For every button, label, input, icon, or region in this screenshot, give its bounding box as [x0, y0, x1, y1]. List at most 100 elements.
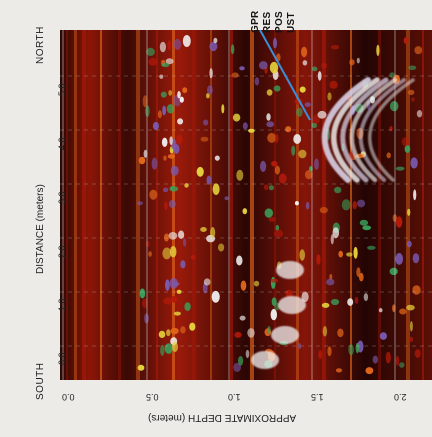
- reflection-blob: [389, 101, 399, 112]
- distance-tick: 4.0: [57, 137, 67, 150]
- reflection-blob: [365, 367, 374, 375]
- reflection-blob: [157, 110, 162, 119]
- reflection-blob: [177, 118, 184, 125]
- reflection-blob: [148, 58, 158, 66]
- reflection-blob: [317, 110, 327, 119]
- reflection-blob: [329, 273, 333, 280]
- gpr-radargram-image: [60, 30, 432, 380]
- reflection-blob: [275, 224, 280, 231]
- annotation-pointer-line: [259, 30, 311, 121]
- reflection-blob: [203, 278, 211, 286]
- reflection-blob: [312, 66, 318, 72]
- reflection-blob: [170, 186, 174, 191]
- reflection-blob: [329, 80, 338, 89]
- reflection-blob: [322, 326, 328, 337]
- reflection-blob: [238, 356, 244, 366]
- reflection-blob: [389, 126, 393, 132]
- reflection-blob: [267, 132, 276, 143]
- reflection-blob: [335, 368, 343, 373]
- reflection-blob: [412, 253, 420, 264]
- reflection-blob: [168, 200, 176, 208]
- reflection-blob: [301, 291, 309, 303]
- radar-streak: [82, 30, 86, 380]
- reflection-blob: [266, 113, 271, 121]
- reflection-blob: [302, 60, 308, 66]
- north-label: NORTH: [35, 26, 46, 64]
- reflection-blob: [376, 44, 380, 57]
- reflection-blob: [362, 225, 372, 231]
- reflection-blob: [166, 104, 175, 114]
- reflection-blob: [330, 45, 340, 50]
- reflection-blob: [178, 230, 185, 239]
- distance-axis-title: DISTANCE (meters): [35, 184, 46, 274]
- reflection-blob: [206, 93, 210, 99]
- reflection-blob: [172, 341, 178, 352]
- reflection-blob: [416, 110, 423, 118]
- hyperbola-arc: [358, 78, 406, 182]
- reflection-blob: [305, 201, 310, 210]
- reflection-blob: [414, 46, 423, 55]
- reflection-blob: [169, 246, 177, 258]
- reflection-blob: [164, 201, 168, 210]
- reflection-blob: [137, 364, 145, 371]
- reflection-blob: [162, 247, 172, 260]
- reflection-blob: [240, 280, 247, 291]
- reflection-blob: [173, 311, 181, 316]
- reflection-blob: [138, 156, 146, 165]
- reflection-blob: [294, 201, 299, 206]
- reflection-blob: [170, 165, 179, 176]
- reflection-blob: [301, 46, 308, 58]
- reflection-blob: [236, 255, 243, 266]
- reflection-blob: [248, 128, 255, 133]
- reflection-blob: [166, 329, 171, 337]
- reflection-blob: [357, 199, 366, 208]
- annotation-line: UST: [286, 12, 297, 33]
- reflection-blob: [245, 349, 250, 359]
- reflection-blob: [142, 95, 148, 108]
- reflection-blob: [311, 122, 318, 128]
- radar-streak: [378, 30, 381, 380]
- radar-streak: [136, 30, 140, 380]
- reflection-blob: [164, 233, 169, 242]
- reflection-blob: [170, 327, 179, 335]
- reflection-blob: [263, 184, 269, 191]
- reflection-blob: [403, 37, 409, 44]
- reflection-blob: [412, 285, 421, 295]
- reflection-blob: [273, 85, 281, 92]
- reflection-blob: [355, 342, 360, 354]
- reflection-blob: [349, 59, 355, 66]
- radar-streak: [274, 30, 276, 380]
- reflection-blob: [274, 229, 283, 238]
- reflection-blob: [293, 134, 302, 144]
- reflection-blob: [347, 298, 354, 306]
- reflection-blob: [164, 343, 173, 354]
- reflection-blob: [176, 289, 182, 294]
- radar-streak: [230, 30, 233, 380]
- depth-tick: 0.0: [62, 392, 75, 402]
- distance-tick: 3.0: [57, 191, 67, 204]
- reflection-blob: [389, 267, 398, 276]
- reflection-blob: [161, 137, 168, 147]
- reflection-blob: [137, 201, 143, 206]
- reflection-blob: [169, 136, 173, 145]
- reflection-blob: [173, 38, 182, 50]
- reflection-blob: [170, 295, 178, 303]
- reflection-blob: [258, 61, 268, 70]
- reflection-blob: [253, 280, 260, 287]
- reflection-blob: [141, 298, 148, 309]
- reflection-blob: [151, 157, 158, 170]
- reflection-blob: [175, 134, 183, 145]
- reflection-blob: [158, 330, 166, 338]
- reflection-blob: [267, 326, 271, 334]
- reflection-blob: [160, 91, 167, 98]
- reflection-blob: [184, 183, 189, 188]
- reflection-blob: [411, 97, 415, 102]
- reflection-blob: [299, 86, 306, 93]
- radar-streak: [74, 30, 77, 380]
- reflection-blob: [385, 351, 391, 364]
- reflection-blob: [254, 77, 260, 86]
- reflection-blob: [159, 41, 166, 53]
- reflection-blob: [149, 189, 158, 200]
- reflection-blob: [145, 241, 150, 247]
- distance-tick: 1.0: [57, 298, 67, 311]
